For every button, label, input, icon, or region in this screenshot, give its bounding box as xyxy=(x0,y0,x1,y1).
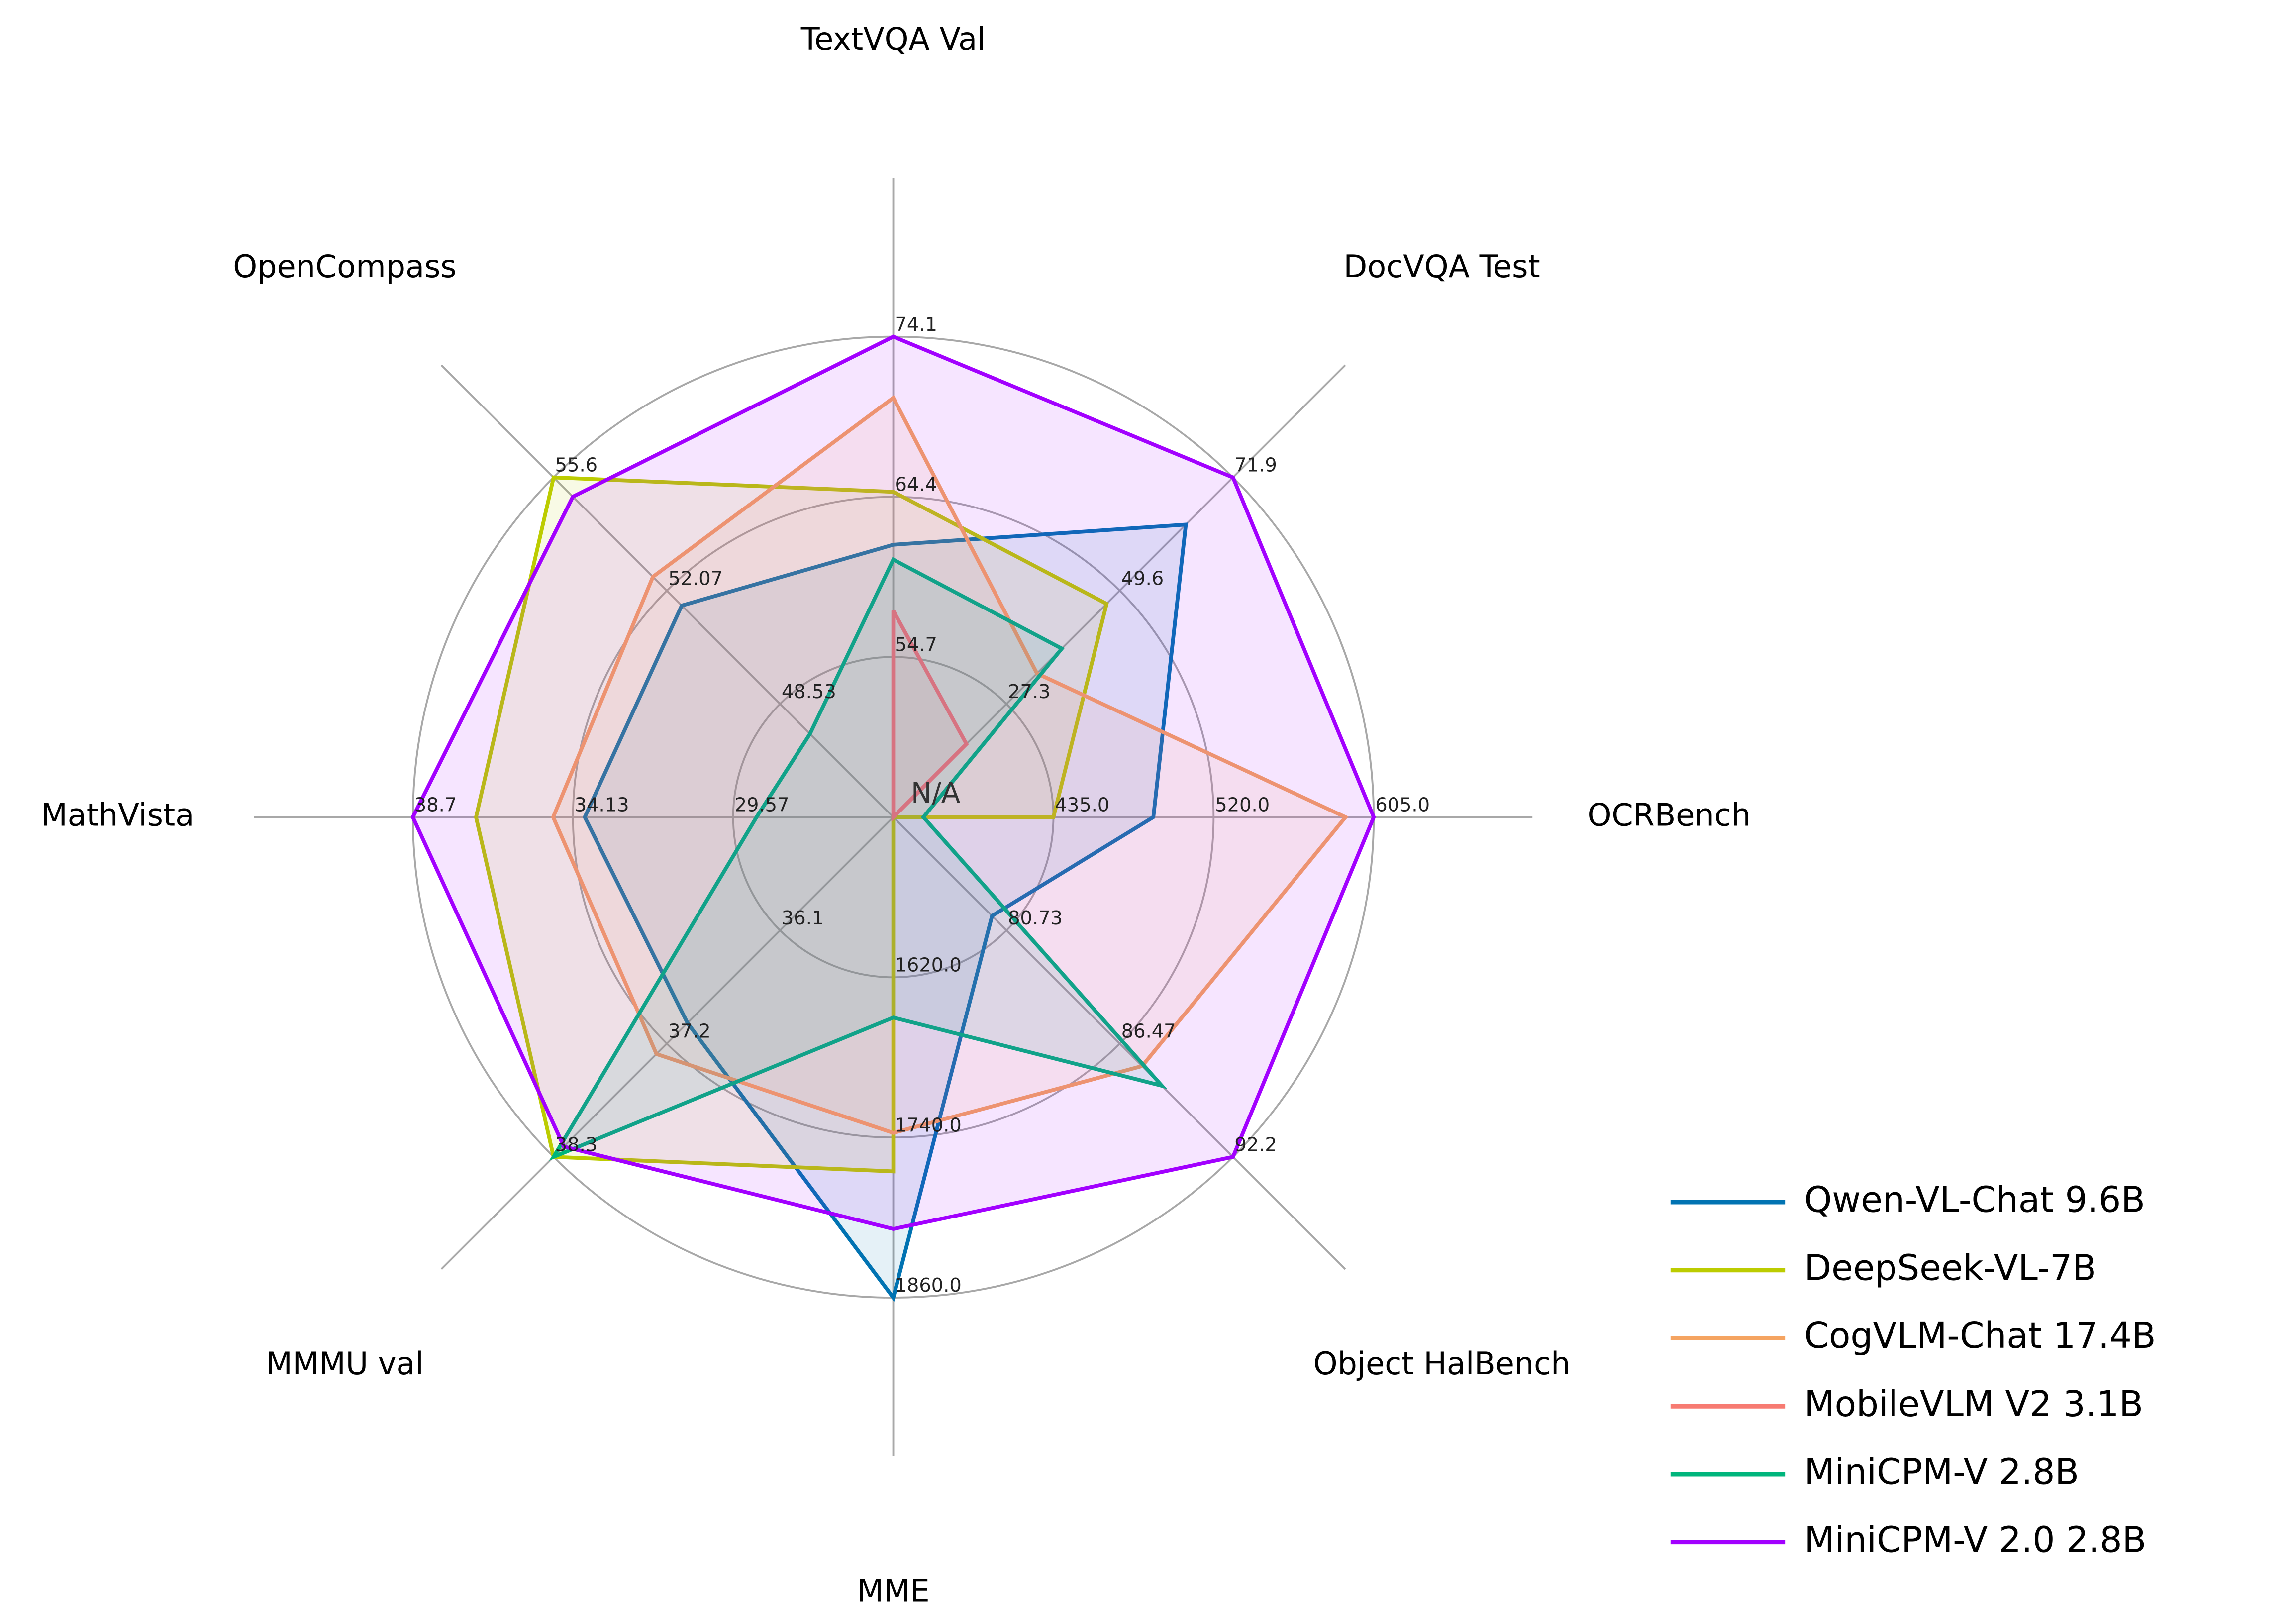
tick-label: 74.1 xyxy=(895,313,937,336)
series-line xyxy=(583,522,1188,1302)
axis-label: MME xyxy=(857,1573,929,1609)
legend-label: CogVLM-Chat 17.4B xyxy=(1804,1315,2156,1356)
legend-item: Qwen-VL-Chat 9.6B xyxy=(1670,1179,2145,1220)
axis-label: OCRBench xyxy=(1588,797,1751,833)
series-fill xyxy=(553,398,1346,1133)
axis-label: Object HalBench xyxy=(1313,1345,1571,1382)
tick-label: 86.47 xyxy=(1121,1020,1176,1043)
series-layer xyxy=(410,334,1376,1302)
tick-label: 435.0 xyxy=(1055,794,1109,816)
tick-label: 54.7 xyxy=(895,634,937,656)
legend-item: CogVLM-Chat 17.4B xyxy=(1670,1315,2156,1356)
series-line xyxy=(551,395,1349,1135)
series-fill xyxy=(553,559,1162,1157)
legend-label: MiniCPM-V 2.8B xyxy=(1804,1451,2079,1493)
axis-label: MathVista xyxy=(41,797,194,833)
axis-line xyxy=(440,364,894,818)
tick-label: 48.53 xyxy=(782,681,836,703)
legend-label: Qwen-VL-Chat 9.6B xyxy=(1804,1179,2145,1220)
series-fill xyxy=(585,524,1186,1298)
legend: Qwen-VL-Chat 9.6B DeepSeek-VL-7B CogVLM-Ch… xyxy=(1670,1179,2156,1560)
legend-label: MobileVLM V2 3.1B xyxy=(1804,1383,2143,1424)
tick-label: 34.13 xyxy=(575,794,629,816)
axis-label: MMMU val xyxy=(266,1345,423,1382)
tick-label: 605.0 xyxy=(1375,794,1430,816)
axis-label: TextVQA Val xyxy=(800,21,986,57)
tick-label: 1860.0 xyxy=(895,1274,962,1297)
series-line xyxy=(410,334,1376,1231)
axis-line xyxy=(440,816,894,1270)
tick-label: 1740.0 xyxy=(895,1114,962,1136)
axis-labels: TextVQA Val DocVQA Test OCRBench Object Hal… xyxy=(41,21,1751,1609)
tick-label: 38.3 xyxy=(555,1133,598,1156)
tick-label: 64.4 xyxy=(895,474,937,496)
tick-label: 52.07 xyxy=(668,567,723,590)
tick-label: 71.9 xyxy=(1234,454,1277,477)
tick-label: 55.6 xyxy=(555,454,598,477)
legend-item: MiniCPM-V 2.0 2.8B xyxy=(1670,1519,2147,1560)
tick-label: 27.3 xyxy=(1008,681,1050,703)
tick-label: 29.57 xyxy=(735,794,790,816)
tick-label: 49.6 xyxy=(1121,567,1164,590)
series-line xyxy=(549,557,1168,1161)
legend-item: MiniCPM-V 2.8B xyxy=(1670,1451,2079,1493)
tick-label: 37.2 xyxy=(668,1020,710,1043)
legend-item: DeepSeek-VL-7B xyxy=(1670,1247,2096,1288)
tick-label: 38.7 xyxy=(414,794,457,816)
legend-item: MobileVLM V2 3.1B xyxy=(1670,1383,2143,1424)
legend-label: MiniCPM-V 2.0 2.8B xyxy=(1804,1519,2147,1560)
tick-label: 1620.0 xyxy=(895,954,962,976)
series-fill xyxy=(893,610,967,817)
axis-line xyxy=(893,364,1346,818)
axis-line xyxy=(893,816,1346,1270)
axis-label: OpenCompass xyxy=(233,248,456,285)
tick-label: 36.1 xyxy=(782,907,824,929)
tick-label: 80.73 xyxy=(1008,907,1063,929)
center-na-label: N/A xyxy=(911,777,960,810)
axis-label: DocVQA Test xyxy=(1344,248,1540,285)
tick-labels: 54.7 64.4 74.1 27.3 49.6 71.9 435.0 520.0 605.0 8… xyxy=(414,313,1430,1297)
series-fill xyxy=(412,336,1374,1229)
series-line xyxy=(891,609,969,822)
tick-label: 92.2 xyxy=(1234,1133,1277,1156)
legend-label: DeepSeek-VL-7B xyxy=(1804,1247,2096,1288)
tick-label: 520.0 xyxy=(1215,794,1270,816)
